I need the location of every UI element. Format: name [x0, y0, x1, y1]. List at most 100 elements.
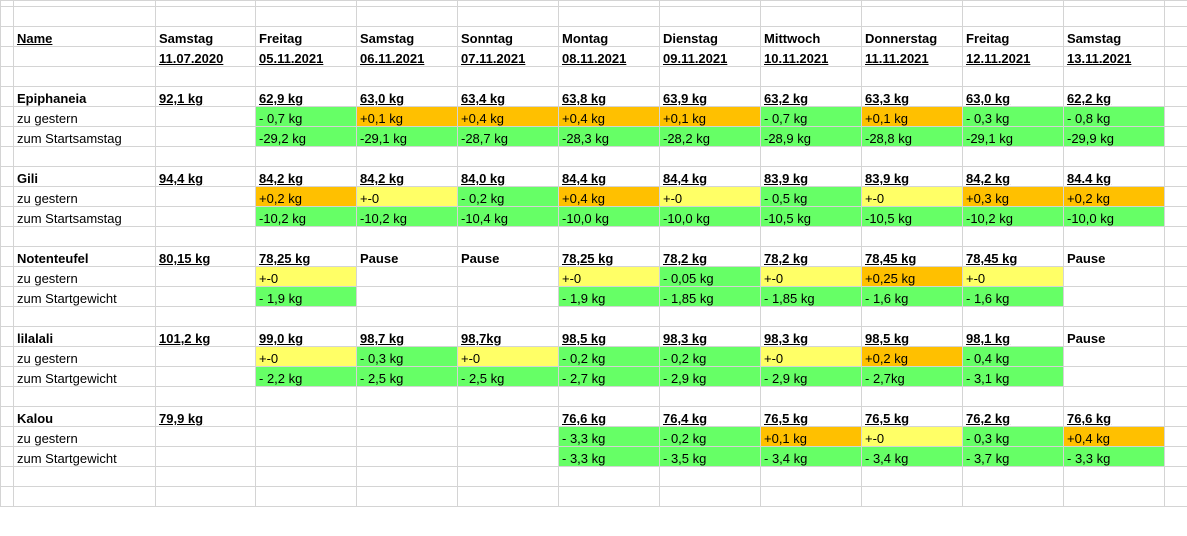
row-label-cell[interactable]: zum Startgewicht: [13, 446, 156, 467]
total-cell[interactable]: - 3,3 kg: [558, 446, 660, 467]
header-date-cell[interactable]: 13.11.2021: [1063, 46, 1165, 67]
empty-cell[interactable]: [255, 306, 357, 327]
empty-cell[interactable]: [760, 6, 862, 27]
empty-cell[interactable]: [457, 306, 559, 327]
empty-cell[interactable]: [1164, 126, 1187, 147]
total-cell[interactable]: [155, 446, 256, 467]
total-cell[interactable]: -10,2 kg: [356, 206, 458, 227]
empty-cell[interactable]: [0, 386, 14, 407]
weight-cell[interactable]: 78,2 kg: [760, 246, 862, 267]
weight-cell[interactable]: Pause: [1063, 326, 1165, 347]
empty-cell[interactable]: [861, 486, 963, 507]
row-label-cell[interactable]: zu gestern: [13, 186, 156, 207]
weight-cell[interactable]: 79,9 kg: [155, 406, 256, 427]
empty-cell[interactable]: [1063, 386, 1165, 407]
diff-cell[interactable]: +0,2 kg: [1063, 186, 1165, 207]
diff-cell[interactable]: +0,4 kg: [457, 106, 559, 127]
diff-cell[interactable]: +0,4 kg: [1063, 426, 1165, 447]
diff-cell[interactable]: - 0,3 kg: [962, 426, 1064, 447]
total-cell[interactable]: -10,0 kg: [558, 206, 660, 227]
total-cell[interactable]: - 1,9 kg: [558, 286, 660, 307]
empty-cell[interactable]: [13, 46, 156, 67]
empty-cell[interactable]: [0, 86, 14, 107]
weight-cell[interactable]: 98,5 kg: [861, 326, 963, 347]
empty-cell[interactable]: [356, 306, 458, 327]
empty-cell[interactable]: [255, 6, 357, 27]
header-date-cell[interactable]: 09.11.2021: [659, 46, 761, 67]
empty-cell[interactable]: [13, 226, 156, 247]
weight-cell[interactable]: 98,3 kg: [760, 326, 862, 347]
header-date-cell[interactable]: 07.11.2021: [457, 46, 559, 67]
row-label-cell[interactable]: zum Startsamstag: [13, 206, 156, 227]
diff-cell[interactable]: - 0,8 kg: [1063, 106, 1165, 127]
row-label-cell[interactable]: zum Startgewicht: [13, 286, 156, 307]
weight-cell[interactable]: 84,4 kg: [558, 166, 660, 187]
weight-cell[interactable]: 78,25 kg: [558, 246, 660, 267]
empty-cell[interactable]: [1164, 86, 1187, 107]
empty-cell[interactable]: [861, 466, 963, 487]
empty-cell[interactable]: [558, 306, 660, 327]
weight-cell[interactable]: 92,1 kg: [155, 86, 256, 107]
header-date-cell[interactable]: 08.11.2021: [558, 46, 660, 67]
empty-cell[interactable]: [558, 386, 660, 407]
total-cell[interactable]: - 3,3 kg: [1063, 446, 1165, 467]
total-cell[interactable]: - 2,2 kg: [255, 366, 357, 387]
empty-cell[interactable]: [13, 306, 156, 327]
weight-cell[interactable]: 84,2 kg: [255, 166, 357, 187]
total-cell[interactable]: - 1,6 kg: [861, 286, 963, 307]
diff-cell[interactable]: +-0: [255, 266, 357, 287]
weight-cell[interactable]: 83,9 kg: [760, 166, 862, 187]
header-date-cell[interactable]: 05.11.2021: [255, 46, 357, 67]
empty-cell[interactable]: [861, 66, 963, 87]
weight-cell[interactable]: 94,4 kg: [155, 166, 256, 187]
empty-cell[interactable]: [155, 386, 256, 407]
diff-cell[interactable]: - 0,2 kg: [659, 346, 761, 367]
empty-cell[interactable]: [1063, 66, 1165, 87]
empty-cell[interactable]: [962, 146, 1064, 167]
weight-cell[interactable]: 63,0 kg: [962, 86, 1064, 107]
weight-cell[interactable]: 84,0 kg: [457, 166, 559, 187]
empty-cell[interactable]: [0, 206, 14, 227]
total-cell[interactable]: -10,0 kg: [1063, 206, 1165, 227]
weight-cell[interactable]: 76,5 kg: [861, 406, 963, 427]
total-cell[interactable]: [457, 446, 559, 467]
empty-cell[interactable]: [0, 186, 14, 207]
weight-cell[interactable]: 80,15 kg: [155, 246, 256, 267]
header-date-cell[interactable]: 10.11.2021: [760, 46, 862, 67]
row-label-cell[interactable]: zu gestern: [13, 346, 156, 367]
empty-cell[interactable]: [0, 326, 14, 347]
weight-cell[interactable]: 98,7kg: [457, 326, 559, 347]
empty-cell[interactable]: [356, 466, 458, 487]
empty-cell[interactable]: [659, 6, 761, 27]
empty-cell[interactable]: [760, 386, 862, 407]
empty-cell[interactable]: [962, 466, 1064, 487]
header-date-cell[interactable]: 12.11.2021: [962, 46, 1064, 67]
total-cell[interactable]: [155, 366, 256, 387]
weight-cell[interactable]: 98,7 kg: [356, 326, 458, 347]
empty-cell[interactable]: [1164, 226, 1187, 247]
empty-cell[interactable]: [1063, 146, 1165, 167]
weight-cell[interactable]: Pause: [356, 246, 458, 267]
empty-cell[interactable]: [962, 6, 1064, 27]
total-cell[interactable]: - 3,4 kg: [861, 446, 963, 467]
empty-cell[interactable]: [155, 6, 256, 27]
empty-cell[interactable]: [1164, 266, 1187, 287]
header-day-cell[interactable]: Freitag: [962, 26, 1064, 47]
empty-cell[interactable]: [0, 366, 14, 387]
empty-cell[interactable]: [1164, 426, 1187, 447]
diff-cell[interactable]: - 0,5 kg: [760, 186, 862, 207]
empty-cell[interactable]: [255, 66, 357, 87]
empty-cell[interactable]: [760, 466, 862, 487]
empty-cell[interactable]: [1164, 66, 1187, 87]
diff-cell[interactable]: +0,3 kg: [962, 186, 1064, 207]
empty-cell[interactable]: [760, 146, 862, 167]
total-cell[interactable]: -29,2 kg: [255, 126, 357, 147]
diff-cell[interactable]: +-0: [760, 346, 862, 367]
weight-cell[interactable]: 99,0 kg: [255, 326, 357, 347]
weight-cell[interactable]: 98,5 kg: [558, 326, 660, 347]
diff-cell[interactable]: +0,4 kg: [558, 106, 660, 127]
diff-cell[interactable]: +-0: [861, 426, 963, 447]
diff-cell[interactable]: +0,1 kg: [861, 106, 963, 127]
diff-cell[interactable]: +-0: [962, 266, 1064, 287]
empty-cell[interactable]: [13, 386, 156, 407]
